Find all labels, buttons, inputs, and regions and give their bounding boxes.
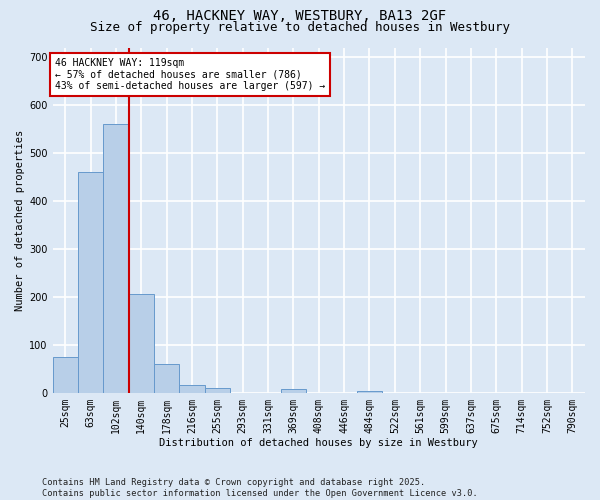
Bar xyxy=(357,391,382,393)
Bar xyxy=(179,384,205,393)
Bar xyxy=(281,390,306,393)
Bar xyxy=(103,124,128,393)
Bar xyxy=(53,357,78,393)
Text: Size of property relative to detached houses in Westbury: Size of property relative to detached ho… xyxy=(90,21,510,34)
Bar xyxy=(78,172,103,393)
Text: Contains HM Land Registry data © Crown copyright and database right 2025.
Contai: Contains HM Land Registry data © Crown c… xyxy=(42,478,478,498)
Bar xyxy=(205,388,230,393)
Bar xyxy=(128,294,154,393)
Bar xyxy=(154,364,179,393)
Y-axis label: Number of detached properties: Number of detached properties xyxy=(15,130,25,311)
Text: 46 HACKNEY WAY: 119sqm
← 57% of detached houses are smaller (786)
43% of semi-de: 46 HACKNEY WAY: 119sqm ← 57% of detached… xyxy=(55,58,325,91)
Text: 46, HACKNEY WAY, WESTBURY, BA13 2GF: 46, HACKNEY WAY, WESTBURY, BA13 2GF xyxy=(154,9,446,23)
X-axis label: Distribution of detached houses by size in Westbury: Distribution of detached houses by size … xyxy=(160,438,478,448)
